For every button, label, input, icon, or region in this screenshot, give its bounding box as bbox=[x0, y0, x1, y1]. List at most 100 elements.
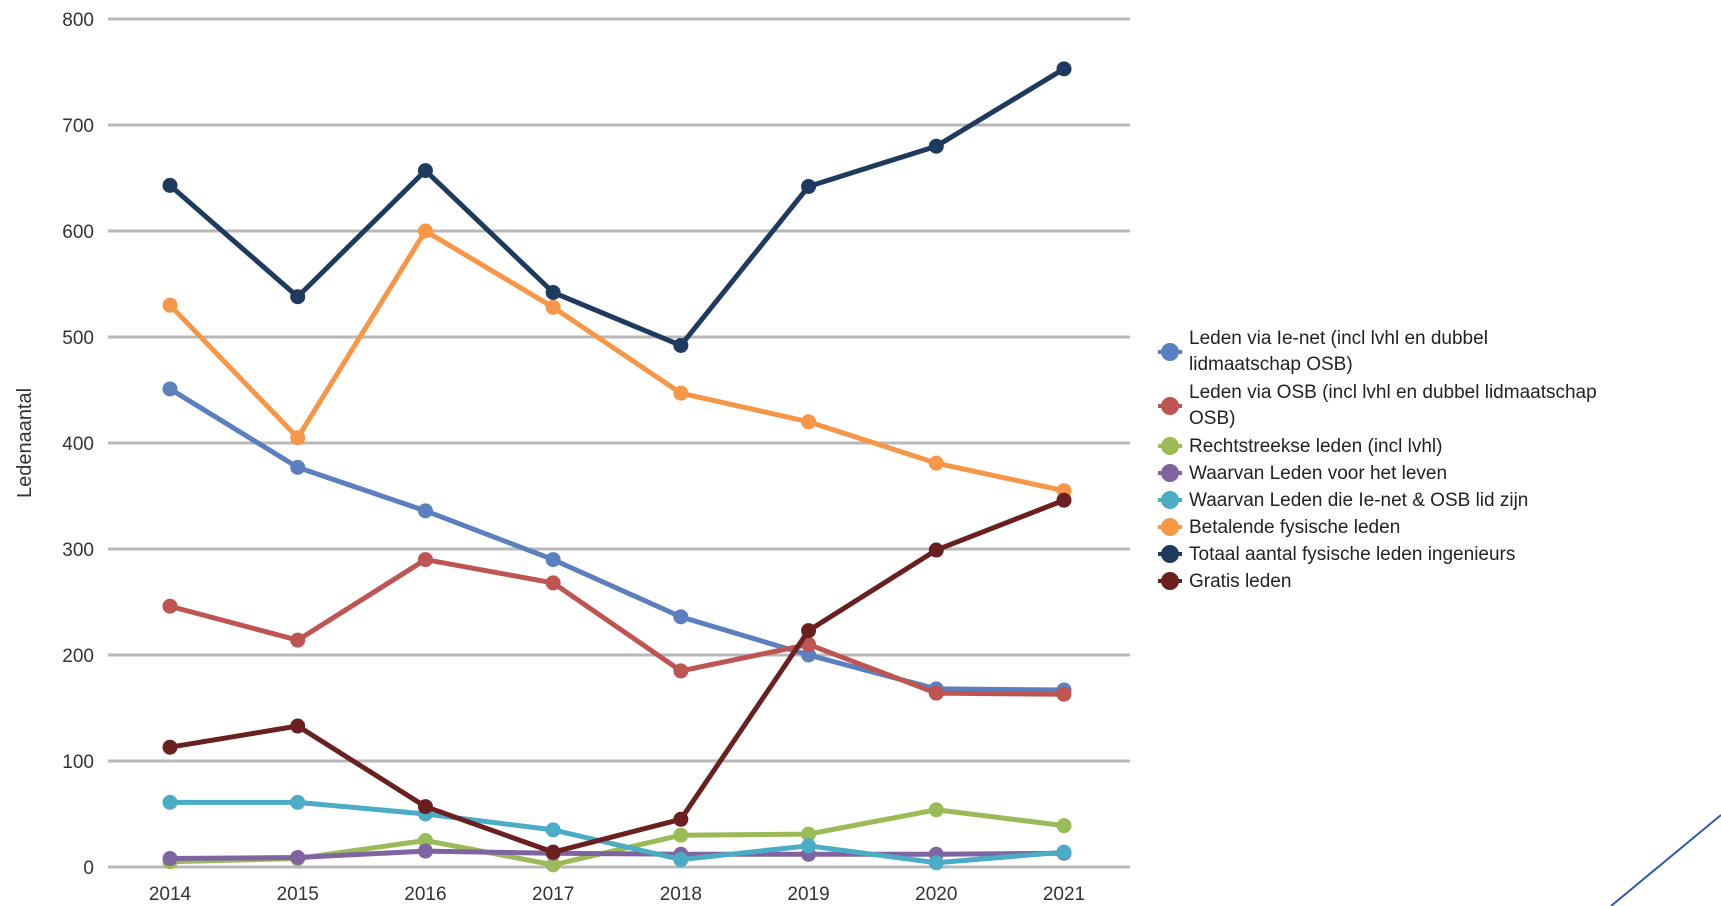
y-tick-label: 400 bbox=[62, 434, 94, 455]
data-point bbox=[801, 178, 817, 194]
data-point bbox=[801, 414, 817, 430]
y-axis-label: Ledenaantal bbox=[14, 388, 36, 498]
legend-marker bbox=[1161, 518, 1179, 536]
y-tick-label: 100 bbox=[62, 752, 94, 773]
y-tick-label: 200 bbox=[62, 646, 94, 667]
data-point bbox=[1056, 492, 1072, 508]
series-group bbox=[162, 61, 1072, 873]
x-tick-label: 2016 bbox=[404, 884, 446, 905]
data-point bbox=[673, 337, 689, 353]
series-line bbox=[168, 228, 1065, 494]
data-point bbox=[928, 138, 944, 154]
legend-label: lidmaatschap OSB) bbox=[1189, 354, 1353, 375]
data-point bbox=[928, 542, 944, 558]
data-point bbox=[162, 381, 178, 397]
legend-item: Betalende fysische leden bbox=[1158, 517, 1400, 538]
series-line bbox=[169, 497, 1065, 855]
data-point bbox=[162, 297, 178, 313]
data-point bbox=[928, 855, 944, 871]
data-point bbox=[417, 163, 433, 179]
data-point bbox=[1056, 844, 1072, 860]
data-point bbox=[928, 455, 944, 471]
legend-label: Waarvan Leden voor het leven bbox=[1189, 463, 1447, 484]
legend-label: OSB) bbox=[1189, 408, 1235, 429]
series-7 bbox=[162, 61, 1072, 353]
legend-marker bbox=[1161, 464, 1179, 482]
data-point bbox=[673, 811, 689, 827]
series-5 bbox=[162, 794, 1072, 871]
y-axis-ticks: 0 100 200 300 400 500 600 700 800 bbox=[62, 10, 94, 879]
x-tick-label: 2014 bbox=[149, 884, 192, 905]
series-line bbox=[169, 848, 1065, 862]
data-point bbox=[162, 598, 178, 614]
data-point bbox=[290, 289, 306, 305]
legend-marker bbox=[1161, 343, 1179, 361]
series-line bbox=[169, 557, 1065, 697]
data-point bbox=[545, 284, 561, 300]
gridlines bbox=[108, 17, 1130, 869]
decorative-diagonal-line bbox=[1610, 814, 1721, 906]
data-point bbox=[162, 851, 178, 867]
legend-label: Rechtstreekse leden (incl lvhl) bbox=[1189, 436, 1442, 457]
series-2 bbox=[162, 552, 1072, 702]
x-tick-label: 2021 bbox=[1043, 884, 1085, 905]
legend-label: Leden via Ie-net (incl lvhl en dubbel bbox=[1189, 328, 1488, 349]
data-point bbox=[545, 844, 561, 860]
x-tick-label: 2019 bbox=[787, 884, 829, 905]
y-tick-label: 800 bbox=[62, 10, 94, 31]
series-line bbox=[170, 799, 1065, 866]
data-point bbox=[545, 822, 561, 838]
y-tick-label: 0 bbox=[83, 858, 94, 879]
data-point bbox=[162, 177, 178, 193]
series-8 bbox=[162, 492, 1072, 860]
y-tick-label: 500 bbox=[62, 328, 94, 349]
data-point bbox=[417, 843, 433, 859]
data-point bbox=[1056, 818, 1072, 834]
data-point bbox=[290, 794, 306, 810]
data-point bbox=[417, 503, 433, 519]
data-point bbox=[290, 849, 306, 865]
data-point bbox=[290, 632, 306, 648]
legend-label: Waarvan Leden die Ie-net & OSB lid zijn bbox=[1189, 490, 1528, 511]
data-point bbox=[928, 685, 944, 701]
y-tick-label: 700 bbox=[62, 116, 94, 137]
y-tick-label: 300 bbox=[62, 540, 94, 561]
series-6 bbox=[162, 223, 1072, 499]
data-point bbox=[673, 385, 689, 401]
x-tick-label: 2017 bbox=[532, 884, 574, 905]
data-point bbox=[801, 623, 817, 639]
legend-label: Leden via OSB (incl lvhl en dubbel lidma… bbox=[1189, 382, 1597, 403]
legend-label: Betalende fysische leden bbox=[1189, 517, 1400, 538]
legend-item: Waarvan Leden die Ie-net & OSB lid zijn bbox=[1158, 490, 1528, 511]
data-point bbox=[290, 430, 306, 446]
x-axis-ticks: 2014 2015 2016 2017 2018 2019 2020 2021 bbox=[149, 884, 1085, 905]
data-point bbox=[417, 223, 433, 239]
data-point bbox=[290, 718, 306, 734]
legend-label: Gratis leden bbox=[1189, 571, 1291, 592]
data-point bbox=[673, 827, 689, 843]
legend-item: Rechtstreekse leden (incl lvhl) bbox=[1158, 436, 1442, 457]
data-point bbox=[162, 739, 178, 755]
legend-marker bbox=[1161, 397, 1179, 415]
data-point bbox=[1056, 61, 1072, 77]
data-point bbox=[545, 299, 561, 315]
y-tick-label: 600 bbox=[62, 222, 94, 243]
legend-marker bbox=[1161, 572, 1179, 590]
legend-item: Totaal aantal fysische leden ingenieurs bbox=[1158, 544, 1515, 565]
legend-item: Gratis leden bbox=[1158, 571, 1291, 592]
data-point bbox=[162, 794, 178, 810]
data-point bbox=[290, 459, 306, 475]
legend: Leden via Ie-net (incl lvhl en dubbel lid… bbox=[1158, 328, 1597, 592]
legend-marker bbox=[1161, 437, 1179, 455]
legend-marker bbox=[1161, 491, 1179, 509]
data-point bbox=[928, 802, 944, 818]
data-point bbox=[417, 799, 433, 815]
legend-label: Totaal aantal fysische leden ingenieurs bbox=[1189, 544, 1515, 565]
legend-item: Waarvan Leden voor het leven bbox=[1158, 463, 1447, 484]
data-point bbox=[801, 838, 817, 854]
series-1 bbox=[162, 381, 1072, 698]
legend-item: Leden via OSB (incl lvhl en dubbel lidma… bbox=[1158, 382, 1597, 429]
x-tick-label: 2020 bbox=[915, 884, 957, 905]
data-point bbox=[673, 609, 689, 625]
